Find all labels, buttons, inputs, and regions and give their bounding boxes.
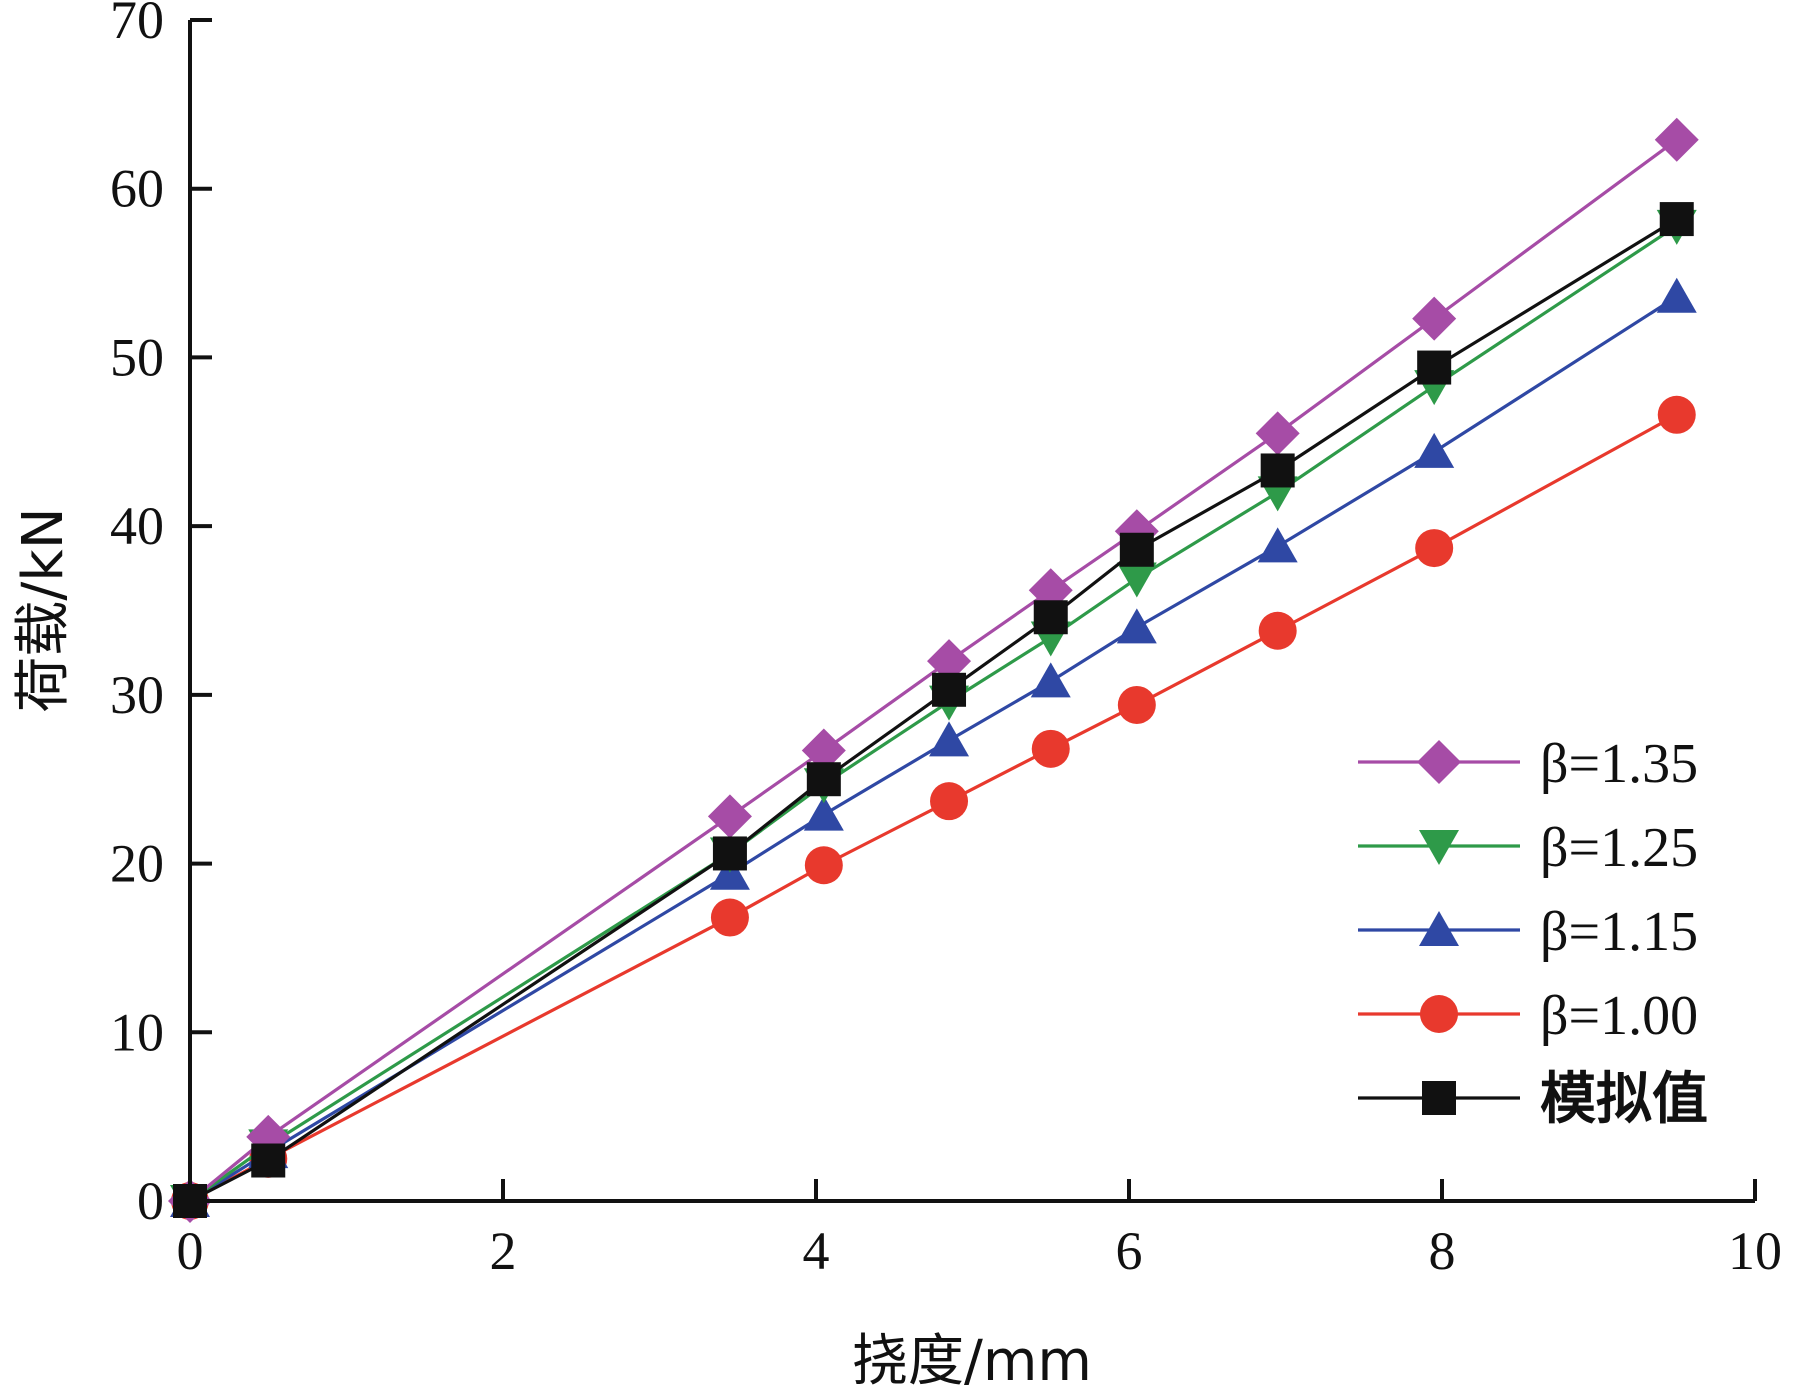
legend-marker <box>1419 830 1459 865</box>
series-0 <box>168 117 1699 1223</box>
data-point <box>1257 527 1298 563</box>
series-3 <box>171 395 1696 1220</box>
legend-label: β=1.00 <box>1540 985 1698 1047</box>
data-point <box>1030 662 1071 698</box>
legend-entry: β=1.35 <box>1358 733 1698 795</box>
data-point <box>1116 608 1157 644</box>
data-point <box>1659 202 1694 237</box>
data-point <box>712 836 747 871</box>
x-tick-label: 2 <box>490 1221 517 1281</box>
series-line <box>189 413 1678 1203</box>
data-point <box>1119 532 1154 567</box>
legend-label: β=1.15 <box>1540 901 1698 963</box>
data-point <box>929 721 970 757</box>
data-point <box>251 1143 286 1178</box>
y-axis-title: 荷载/kN <box>11 507 76 712</box>
data-point <box>1260 453 1295 488</box>
data-point <box>930 782 969 821</box>
data-point <box>801 728 846 773</box>
legend: β=1.35 β=1.25 β=1.15 β=1.00 模拟值 <box>1358 733 1708 1132</box>
legend-marker <box>1422 1081 1456 1115</box>
y-tick-label: 70 <box>110 0 164 50</box>
y-tick-label: 20 <box>110 834 164 894</box>
legend-label: β=1.35 <box>1540 733 1698 795</box>
y-tick-label: 40 <box>110 496 164 556</box>
data-point <box>804 846 843 885</box>
legend-label: β=1.25 <box>1540 817 1698 879</box>
data-point <box>1031 729 1070 768</box>
x-tick-label: 6 <box>1116 1221 1143 1281</box>
data-point <box>1255 411 1300 456</box>
x-tick-label: 8 <box>1429 1221 1456 1281</box>
x-axis-title: 挠度/mm <box>852 1329 1092 1390</box>
ticks: 0 2 4 6 8 10 0 10 20 30 40 50 60 70 <box>110 0 1782 1281</box>
data-point <box>1657 395 1696 434</box>
data-point <box>1654 117 1699 162</box>
legend-entry: β=1.25 <box>1358 817 1698 879</box>
legend-marker <box>1417 740 1461 784</box>
data-point <box>710 898 749 937</box>
data-point <box>1258 611 1297 650</box>
legend-entry: β=1.15 <box>1358 901 1698 963</box>
data-point <box>1414 432 1455 468</box>
legend-entry: β=1.00 <box>1358 985 1698 1047</box>
y-tick-label: 10 <box>110 1002 164 1062</box>
data-point <box>1033 600 1068 635</box>
data-point <box>1415 529 1454 568</box>
plot-area <box>168 117 1699 1223</box>
data-point <box>1417 350 1452 385</box>
data-point <box>803 795 844 831</box>
y-tick-label: 60 <box>110 159 164 219</box>
legend-entry: 模拟值 <box>1358 1067 1708 1132</box>
legend-marker <box>1419 911 1459 946</box>
x-tick-label: 0 <box>177 1221 204 1281</box>
y-tick-label: 30 <box>110 665 164 725</box>
data-point <box>1116 562 1157 598</box>
series-line <box>189 224 1678 1203</box>
series-line <box>189 217 1678 1203</box>
x-tick-label: 4 <box>803 1221 830 1281</box>
series-line <box>189 295 1678 1203</box>
data-point <box>707 794 752 839</box>
legend-label: 模拟值 <box>1540 1067 1708 1132</box>
data-point <box>927 639 972 684</box>
series-line <box>188 138 1678 1203</box>
legend-marker <box>1420 995 1458 1033</box>
y-tick-label: 0 <box>137 1171 164 1231</box>
x-tick-label: 10 <box>1728 1221 1782 1281</box>
series-2 <box>170 277 1697 1217</box>
data-point <box>1656 277 1697 313</box>
data-point <box>1412 296 1457 341</box>
y-tick-label: 50 <box>110 327 164 387</box>
series-1 <box>170 209 1697 1220</box>
data-point <box>932 672 967 707</box>
data-point <box>1117 685 1156 724</box>
data-point <box>806 762 841 797</box>
axes <box>188 20 1755 1203</box>
